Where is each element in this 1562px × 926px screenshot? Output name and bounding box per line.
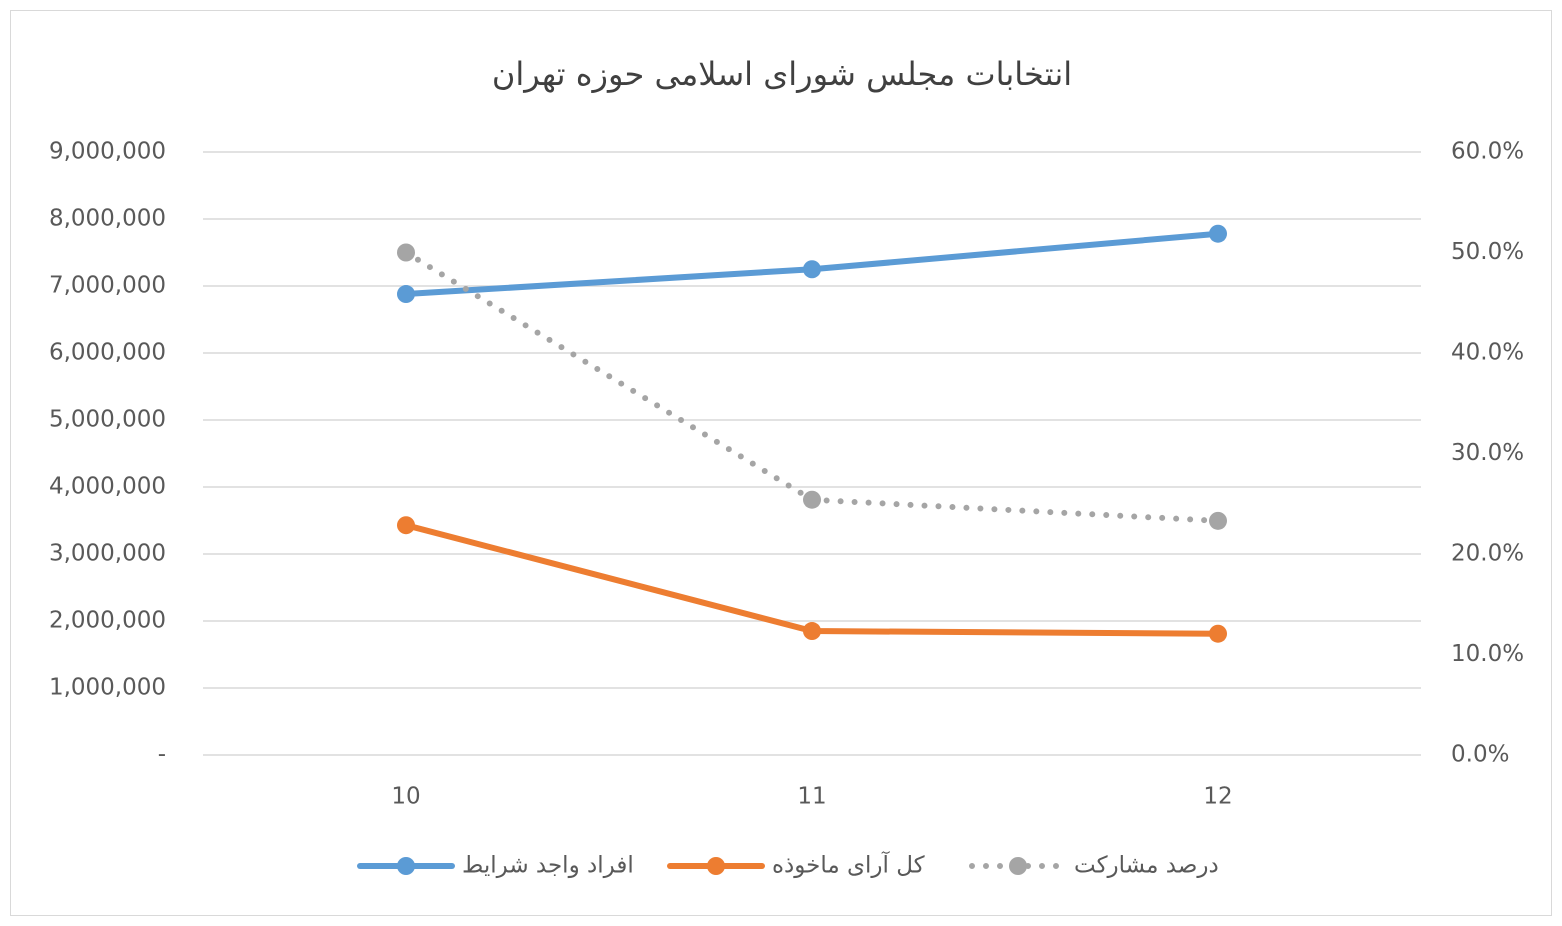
series-marker: [1209, 511, 1227, 530]
series-marker: [1209, 624, 1227, 643]
chart-title: انتخابات مجلس شورای اسلامی حوزه تهران: [492, 55, 1072, 93]
legend-label: درصد مشارکت: [1074, 853, 1219, 879]
y2-tick-label: 40.0%: [1451, 340, 1524, 366]
y2-tick-label: 60.0%: [1451, 139, 1524, 165]
x-tick-label: 12: [1203, 784, 1232, 810]
y-tick-label: 5,000,000: [49, 407, 166, 433]
legend-label: افراد واجد شرایط: [462, 853, 634, 879]
y2-tick-label: 30.0%: [1451, 440, 1524, 466]
y-tick-label: 7,000,000: [49, 273, 166, 299]
legend-marker: [707, 857, 725, 875]
y-tick-label: 6,000,000: [49, 340, 166, 366]
series-marker: [397, 285, 415, 304]
y2-tick-label: 50.0%: [1451, 239, 1524, 265]
series-marker: [1209, 224, 1227, 243]
y-tick-label: 3,000,000: [49, 541, 166, 567]
y-tick-label: 4,000,000: [49, 474, 166, 500]
y2-tick-label: 10.0%: [1451, 641, 1524, 667]
legend-marker: [1009, 857, 1027, 875]
y-tick-label: -: [158, 742, 166, 768]
y-tick-label: 1,000,000: [49, 675, 166, 701]
chart-border: [10, 10, 1552, 916]
y-tick-label: 8,000,000: [49, 206, 166, 232]
y2-tick-label: 0.0%: [1451, 742, 1509, 768]
x-tick-label: 10: [391, 784, 420, 810]
legend-marker: [397, 857, 415, 875]
series-marker: [803, 622, 821, 641]
legend-label: کل آرای ماخوذه: [772, 851, 925, 879]
series-marker: [397, 516, 415, 535]
y-tick-label: 2,000,000: [49, 608, 166, 634]
series-marker: [397, 243, 415, 262]
y-tick-label: 9,000,000: [49, 139, 166, 165]
series-marker: [803, 490, 821, 509]
series-marker: [803, 260, 821, 279]
y2-tick-label: 20.0%: [1451, 541, 1524, 567]
x-tick-label: 11: [797, 784, 826, 810]
